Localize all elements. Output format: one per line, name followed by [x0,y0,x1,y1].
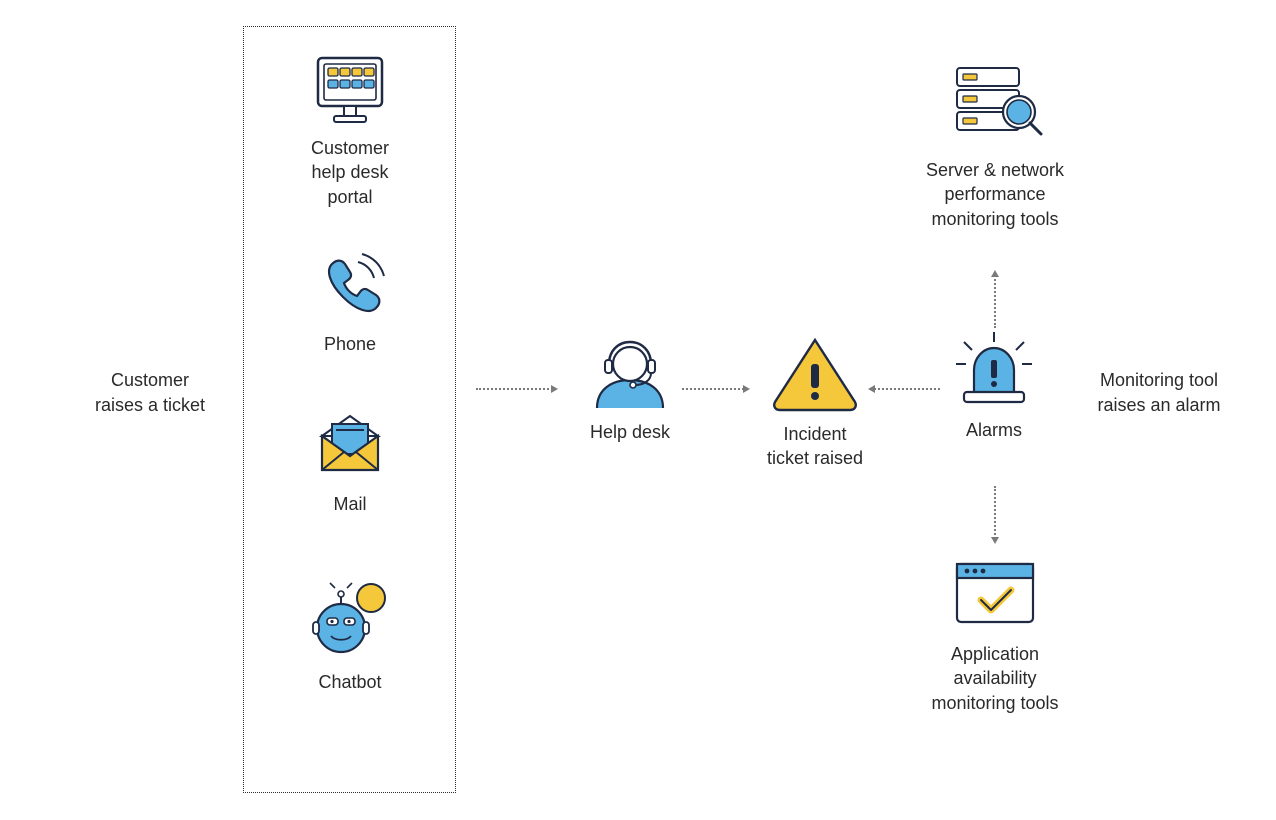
text: Monitoring toolraises an alarm [1097,370,1220,415]
channel-phone: Phone [300,250,400,356]
customer-raises-label: Customerraises a ticket [70,368,230,418]
siren-icon [950,330,1038,408]
arrow-alarms-appavail [994,486,996,542]
agent-icon [585,330,675,410]
label: Alarms [966,418,1022,442]
warning-icon [765,334,865,412]
arrow-helpdesk-incident [682,388,748,390]
label: Chatbot [318,670,381,694]
node-incident: Incidentticket raised [750,334,880,471]
incident-flow-diagram: Customerraises a ticket Customerhelp des… [0,0,1276,820]
node-servernet: Server & networkperformancemonitoring to… [910,60,1080,231]
node-helpdesk: Help desk [570,330,690,444]
servers-icon [945,60,1045,148]
label: Customerhelp deskportal [311,136,389,209]
channel-mail: Mail [300,410,400,516]
text: Customerraises a ticket [95,370,205,415]
channel-portal: Customerhelp deskportal [300,54,400,209]
phone-icon [310,250,390,322]
chatbot-icon [305,580,395,660]
label: Phone [324,332,376,356]
mail-icon [310,410,390,482]
label: Incidentticket raised [767,422,863,471]
arrow-channels-helpdesk [476,388,556,390]
channel-chatbot: Chatbot [300,580,400,694]
label: Mail [333,492,366,516]
label: Server & networkperformancemonitoring to… [926,158,1064,231]
node-alarms: Alarms [944,330,1044,442]
node-appavail: Applicationavailabilitymonitoring tools [910,556,1080,715]
browser-check-icon [947,556,1043,632]
arrow-alarms-incident [870,388,940,390]
monitor-icon [310,54,390,126]
label: Applicationavailabilitymonitoring tools [931,642,1058,715]
monitoring-raises-label: Monitoring toolraises an alarm [1074,368,1244,418]
arrow-alarms-servernet [994,272,996,328]
label: Help desk [590,420,670,444]
